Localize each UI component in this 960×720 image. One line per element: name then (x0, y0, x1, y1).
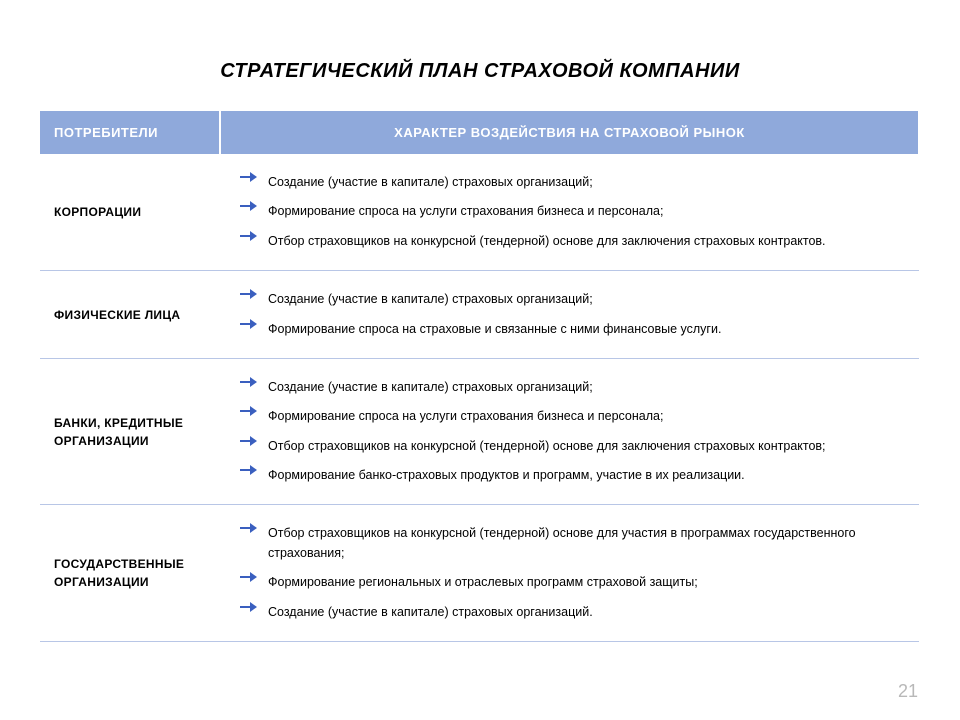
list-item: Формирование спроса на услуги страховани… (234, 197, 907, 226)
table-header-row: ПОТРЕБИТЕЛИ ХАРАКТЕР ВОЗДЕЙСТВИЯ НА СТРА… (40, 111, 919, 154)
list-item: Создание (участие в капитале) страховых … (234, 598, 907, 627)
table-body: КОРПОРАЦИИ Создание (участие в капитале) … (40, 154, 919, 641)
header-col-impact: ХАРАКТЕР ВОЗДЕЙСТВИЯ НА СТРАХОВОЙ РЫНОК (220, 111, 919, 154)
page-number: 21 (898, 681, 918, 702)
list-item: Создание (участие в капитале) страховых … (234, 285, 907, 314)
category-cell: БАНКИ, КРЕДИТНЫЕ ОРГАНИЗАЦИИ (40, 358, 220, 505)
list-item: Создание (участие в капитале) страховых … (234, 373, 907, 402)
header-col-consumers: ПОТРЕБИТЕЛИ (40, 111, 220, 154)
category-cell: ГОСУДАРСТВЕННЫЕ ОРГАНИЗАЦИИ (40, 505, 220, 642)
items-cell: Создание (участие в капитале) страховых … (220, 154, 919, 271)
list-item: Формирование спроса на услуги страховани… (234, 402, 907, 431)
items-list: Создание (участие в капитале) страховых … (234, 281, 907, 348)
table-row: КОРПОРАЦИИ Создание (участие в капитале) … (40, 154, 919, 271)
strategy-table: ПОТРЕБИТЕЛИ ХАРАКТЕР ВОЗДЕЙСТВИЯ НА СТРА… (40, 111, 920, 642)
list-item: Отбор страховщиков на конкурсной (тендер… (234, 432, 907, 461)
category-cell: ФИЗИЧЕСКИЕ ЛИЦА (40, 271, 220, 359)
items-cell: Создание (участие в капитале) страховых … (220, 271, 919, 359)
category-cell: КОРПОРАЦИИ (40, 154, 220, 271)
items-list: Создание (участие в капитале) страховых … (234, 164, 907, 260)
list-item: Создание (участие в капитале) страховых … (234, 168, 907, 197)
items-list: Отбор страховщиков на конкурсной (тендер… (234, 515, 907, 631)
list-item: Отбор страховщиков на конкурсной (тендер… (234, 227, 907, 256)
table-row: ГОСУДАРСТВЕННЫЕ ОРГАНИЗАЦИИ Отбор страхов… (40, 505, 919, 642)
items-cell: Отбор страховщиков на конкурсной (тендер… (220, 505, 919, 642)
list-item: Формирование банко-страховых продуктов и… (234, 461, 907, 490)
list-item: Формирование спроса на страховые и связа… (234, 315, 907, 344)
list-item: Формирование региональных и отраслевых п… (234, 568, 907, 597)
table-row: ФИЗИЧЕСКИЕ ЛИЦА Создание (участие в капит… (40, 271, 919, 359)
table-row: БАНКИ, КРЕДИТНЫЕ ОРГАНИЗАЦИИ Создание (уч… (40, 358, 919, 505)
items-list: Создание (участие в капитале) страховых … (234, 369, 907, 495)
list-item: Отбор страховщиков на конкурсной (тендер… (234, 519, 907, 568)
slide-title: СТРАТЕГИЧЕСКИЙ ПЛАН СТРАХОВОЙ КОМПАНИИ (40, 60, 920, 83)
items-cell: Создание (участие в капитале) страховых … (220, 358, 919, 505)
